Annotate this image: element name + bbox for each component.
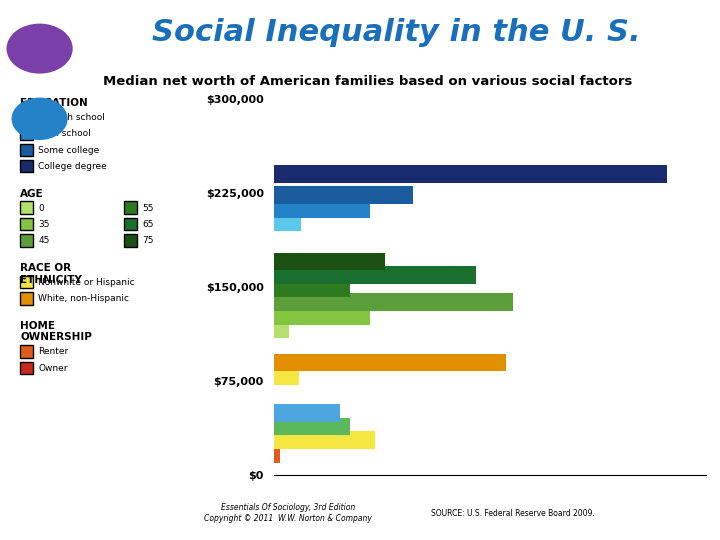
Text: College degree: College degree — [38, 162, 107, 171]
Bar — [274, 321, 289, 338]
Bar — [274, 253, 385, 270]
Bar — [274, 214, 302, 231]
FancyBboxPatch shape — [20, 111, 33, 123]
Text: High school: High school — [38, 130, 91, 138]
FancyBboxPatch shape — [20, 127, 33, 140]
Text: SOURCE: U.S. Federal Reserve Board 2009.: SOURCE: U.S. Federal Reserve Board 2009. — [431, 509, 595, 517]
Text: EDUCATION: EDUCATION — [20, 98, 88, 108]
Bar — [274, 266, 476, 284]
Bar — [274, 431, 375, 449]
Text: 35: 35 — [38, 220, 50, 229]
Bar — [274, 165, 667, 183]
FancyBboxPatch shape — [20, 218, 33, 230]
FancyBboxPatch shape — [20, 292, 33, 305]
FancyBboxPatch shape — [124, 234, 137, 247]
Circle shape — [12, 98, 67, 139]
FancyBboxPatch shape — [124, 201, 137, 214]
FancyBboxPatch shape — [124, 218, 137, 230]
Text: 65: 65 — [142, 220, 153, 229]
Bar — [274, 200, 370, 218]
Text: No high school: No high school — [38, 113, 105, 122]
FancyBboxPatch shape — [20, 276, 33, 288]
Bar — [274, 293, 513, 311]
Text: Renter: Renter — [38, 347, 68, 356]
Text: White, non-Hispanic: White, non-Hispanic — [38, 294, 130, 303]
Bar — [274, 307, 370, 325]
Text: Owner: Owner — [38, 364, 68, 373]
Bar — [274, 418, 350, 435]
Bar — [274, 445, 280, 463]
FancyBboxPatch shape — [20, 160, 33, 172]
Bar — [274, 354, 506, 371]
FancyBboxPatch shape — [20, 144, 33, 156]
Bar — [274, 186, 413, 204]
Text: AGE: AGE — [20, 188, 44, 199]
Text: Social Inequality in the U. S.: Social Inequality in the U. S. — [152, 18, 640, 47]
Text: Nonwhite or Hispanic: Nonwhite or Hispanic — [38, 278, 135, 287]
Text: RACE OR
ETHNICITY: RACE OR ETHNICITY — [20, 263, 82, 285]
Circle shape — [7, 24, 72, 73]
FancyBboxPatch shape — [20, 201, 33, 214]
Text: Some college: Some college — [38, 146, 99, 154]
Text: Essentials Of Sociology, 3rd Edition
Copyright © 2011  W.W. Norton & Company: Essentials Of Sociology, 3rd Edition Cop… — [204, 503, 372, 523]
Bar — [274, 280, 350, 298]
FancyBboxPatch shape — [20, 234, 33, 247]
FancyBboxPatch shape — [20, 346, 33, 358]
Text: Median net worth of American families based on various social factors: Median net worth of American families ba… — [102, 75, 632, 87]
Bar — [274, 367, 299, 385]
Text: 55: 55 — [142, 204, 153, 213]
Text: 0: 0 — [38, 204, 44, 213]
Bar — [274, 404, 341, 422]
Text: 75: 75 — [142, 237, 153, 245]
Text: 45: 45 — [38, 237, 50, 245]
Text: HOME
OWNERSHIP: HOME OWNERSHIP — [20, 321, 92, 342]
FancyBboxPatch shape — [20, 362, 33, 374]
